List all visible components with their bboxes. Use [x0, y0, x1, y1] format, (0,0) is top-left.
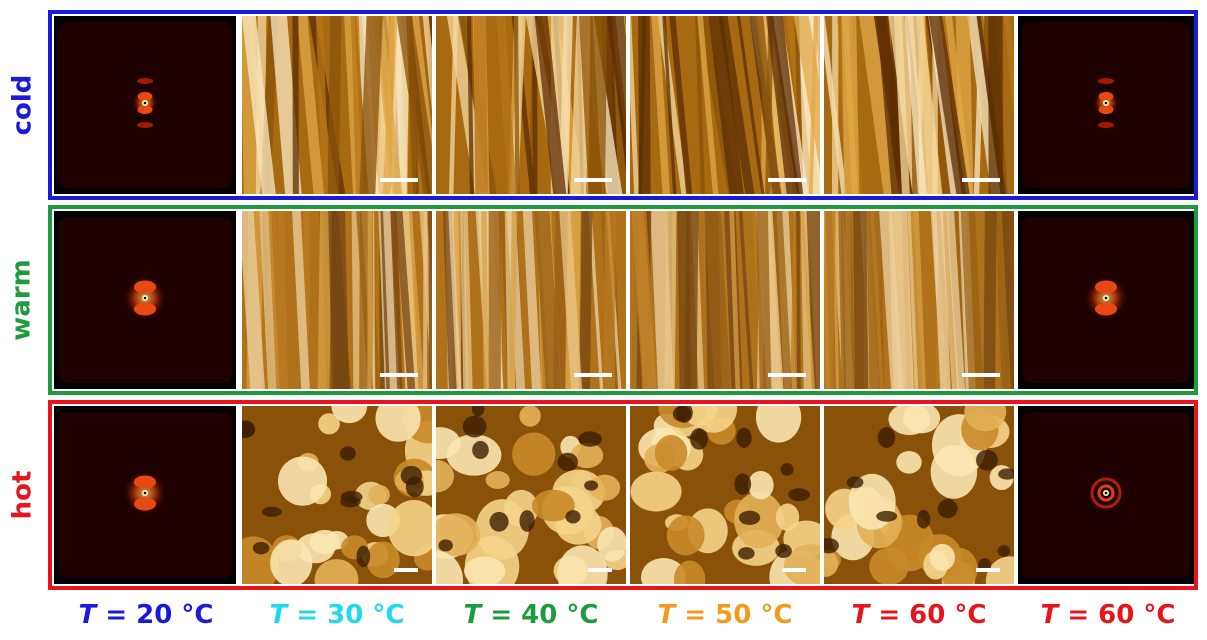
scale-bar — [782, 568, 806, 572]
row-frame-cold — [48, 10, 1198, 200]
diffraction-pattern-image — [54, 211, 236, 389]
afm-height-image — [630, 406, 820, 584]
temp-value-3: = 40 °C — [481, 600, 599, 630]
scale-bar — [380, 178, 418, 182]
afm-height-image — [242, 406, 432, 584]
scale-bar — [768, 373, 806, 377]
temp-label-5: T = 60 °C — [824, 600, 1014, 636]
afm-height-image — [630, 16, 820, 194]
diffraction-pattern-image — [54, 406, 236, 584]
temp-label-6: T = 60 °C — [1018, 600, 1198, 636]
temp-var-1: T — [78, 600, 97, 630]
row-label-hot-text: hot — [7, 470, 37, 520]
afm-height-image — [824, 16, 1014, 194]
row-label-cold: cold — [0, 10, 44, 200]
diffraction-pattern-image — [54, 16, 236, 194]
row-frame-hot — [48, 400, 1198, 590]
afm-height-image — [242, 16, 432, 194]
afm-height-image — [824, 211, 1014, 389]
afm-height-image — [436, 16, 626, 194]
afm-height-image — [436, 406, 626, 584]
temp-value-2: = 30 °C — [287, 600, 405, 630]
scale-bar — [768, 178, 806, 182]
scale-bar — [394, 568, 418, 572]
afm-height-image — [242, 211, 432, 389]
temp-var-4: T — [657, 600, 676, 630]
temp-label-1: T = 20 °C — [52, 600, 240, 636]
diffraction-pattern-image — [1018, 211, 1194, 389]
temp-label-3: T = 40 °C — [436, 600, 626, 636]
afm-height-image — [824, 406, 1014, 584]
scale-bar — [588, 568, 612, 572]
temp-value-1: = 20 °C — [96, 600, 214, 630]
temp-var-6: T — [1040, 600, 1059, 630]
temp-value-6: = 60 °C — [1058, 600, 1176, 630]
row-label-cold-text: cold — [7, 74, 37, 136]
temp-var-2: T — [269, 600, 288, 630]
scale-bar — [380, 373, 418, 377]
row-label-warm-text: warm — [7, 259, 38, 341]
temp-value-5: = 60 °C — [869, 600, 987, 630]
temp-var-5: T — [851, 600, 870, 630]
row-label-hot: hot — [0, 400, 44, 590]
scale-bar — [574, 178, 612, 182]
temp-label-2: T = 30 °C — [242, 600, 432, 636]
row-label-warm: warm — [0, 205, 44, 395]
scale-bar — [962, 373, 1000, 377]
temp-value-4: = 50 °C — [675, 600, 793, 630]
temp-var-3: T — [463, 600, 482, 630]
scale-bar — [962, 178, 1000, 182]
row-frame-warm — [48, 205, 1198, 395]
scale-bar — [574, 373, 612, 377]
afm-height-image — [436, 211, 626, 389]
diffraction-pattern-image — [1018, 16, 1194, 194]
temp-label-4: T = 50 °C — [630, 600, 820, 636]
diffraction-pattern-image — [1018, 406, 1194, 584]
afm-height-image — [630, 211, 820, 389]
scale-bar — [976, 568, 1000, 572]
